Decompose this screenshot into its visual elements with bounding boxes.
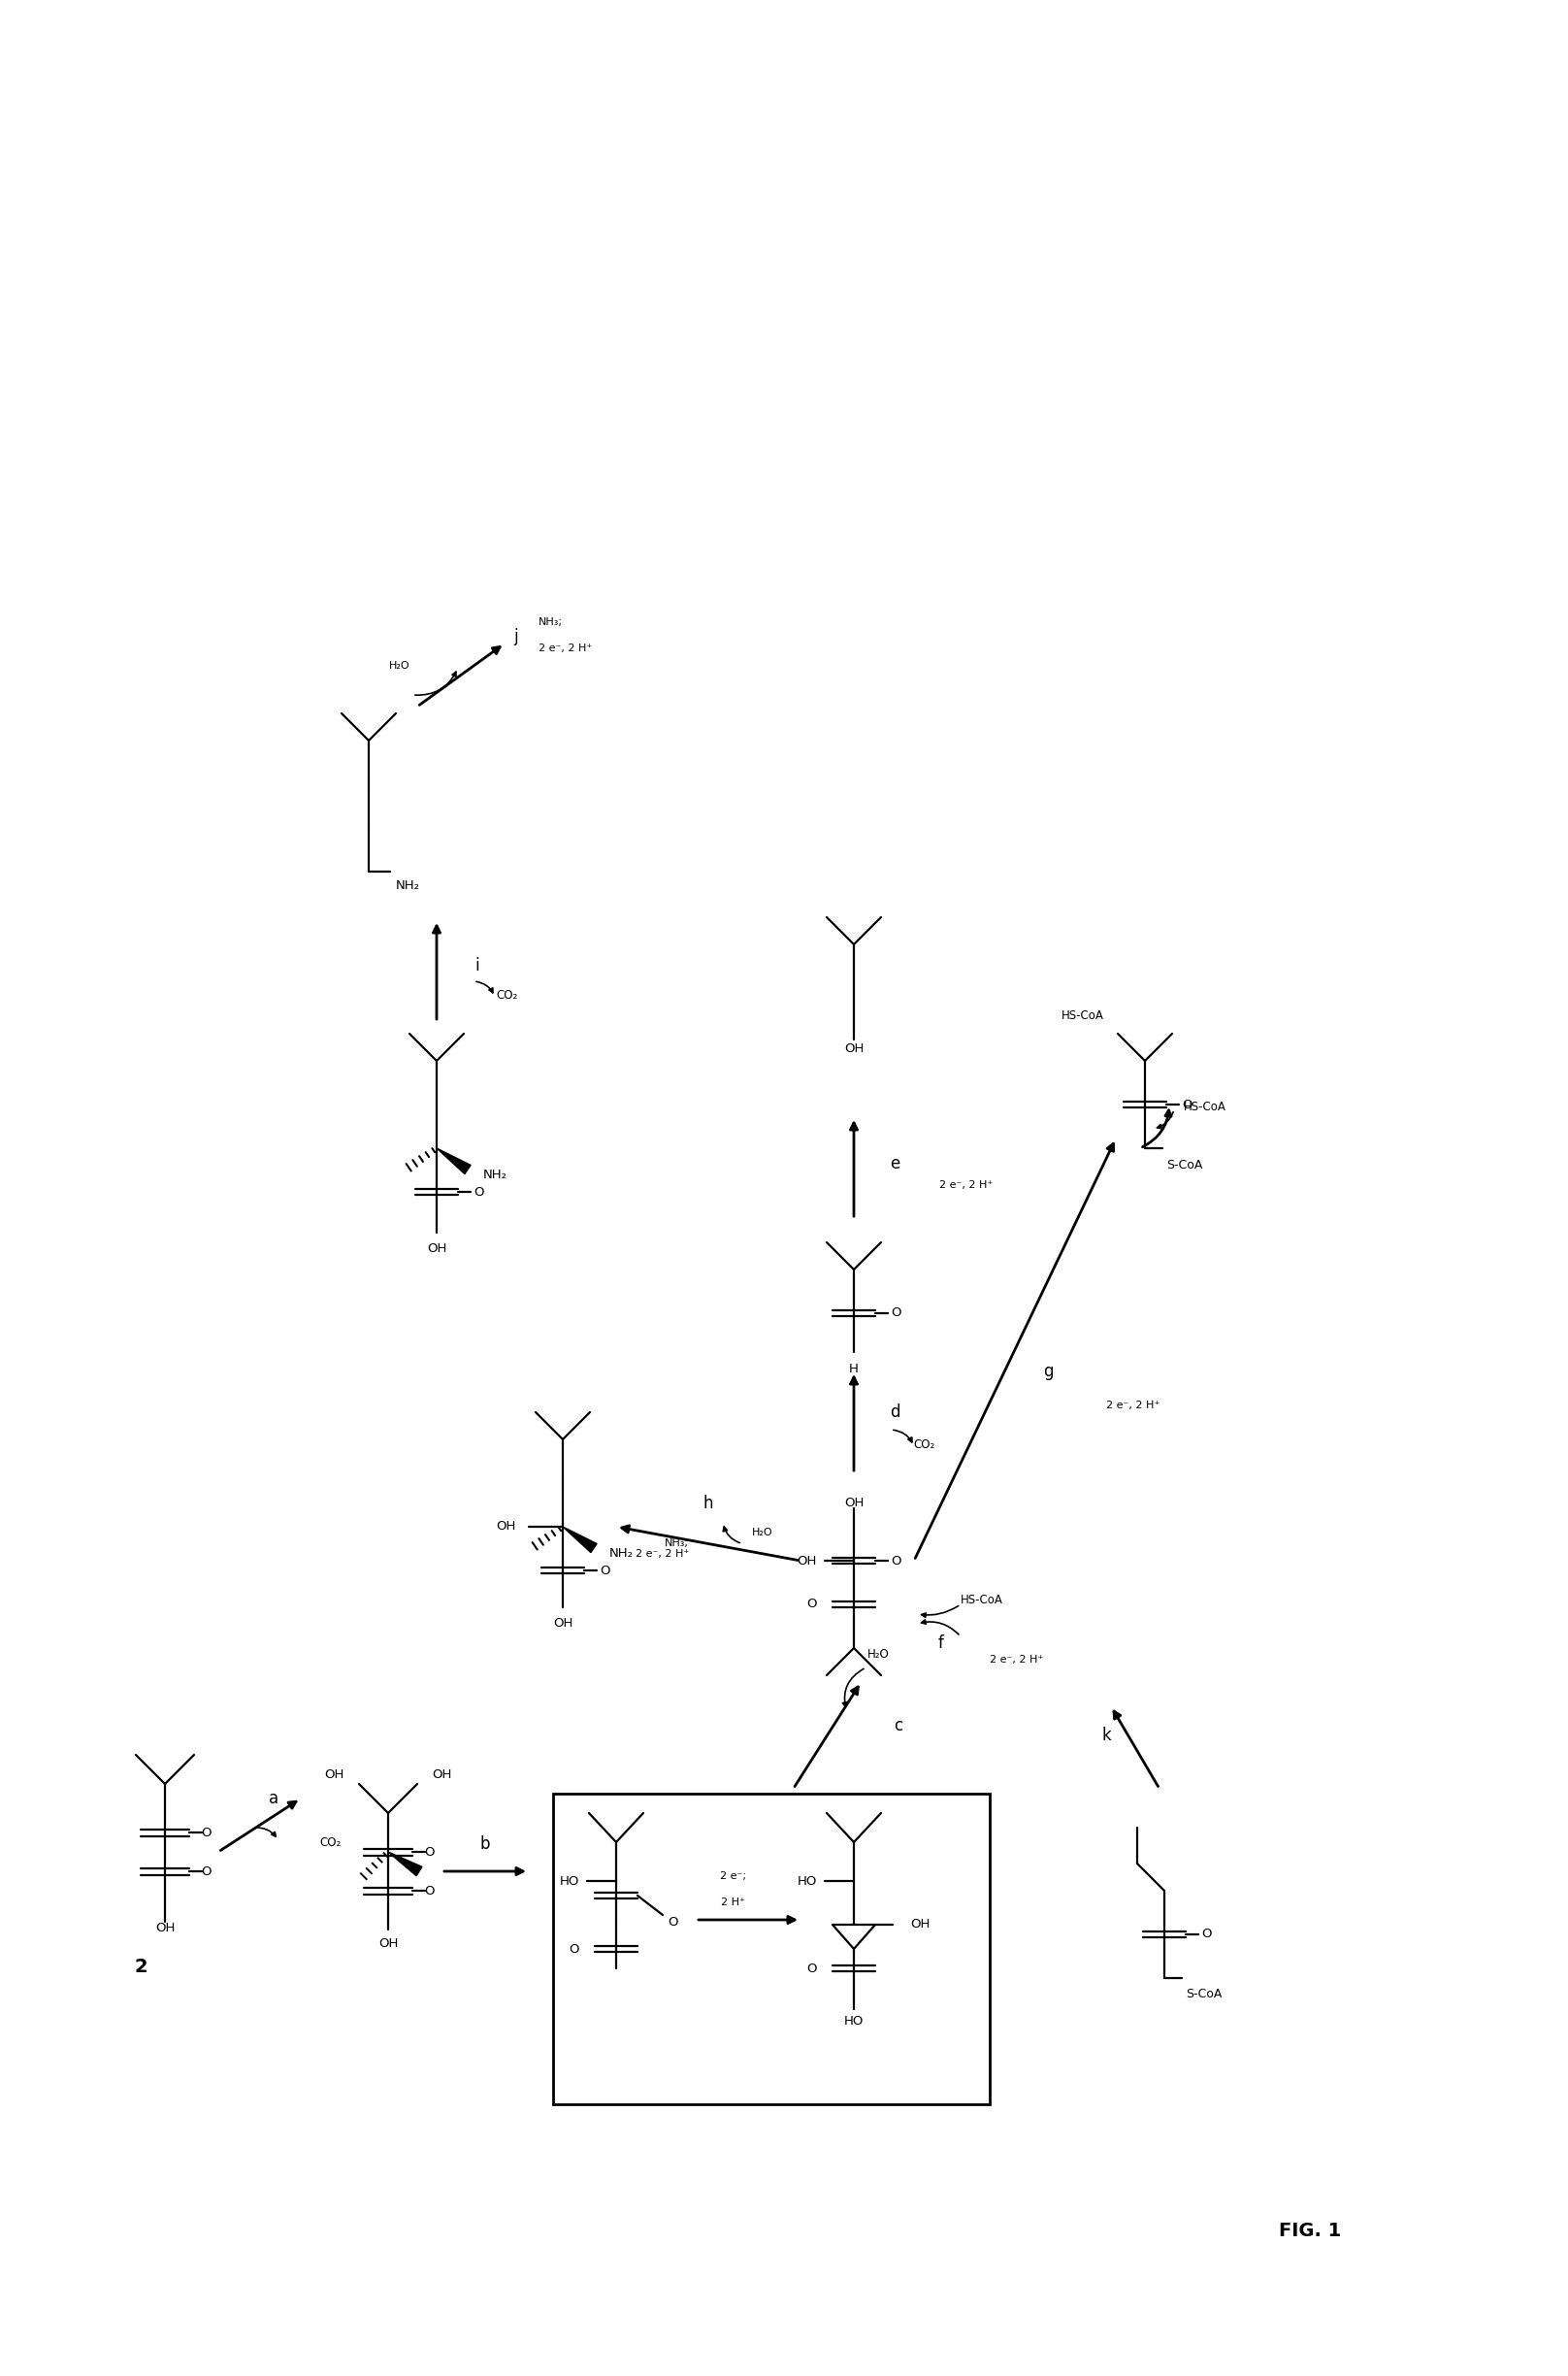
Text: O: O bbox=[891, 1554, 902, 1568]
Text: e: e bbox=[889, 1155, 900, 1171]
Text: NH₃;
2 e⁻, 2 H⁺: NH₃; 2 e⁻, 2 H⁺ bbox=[635, 1537, 688, 1559]
Text: NH₂: NH₂ bbox=[610, 1547, 633, 1559]
Text: h: h bbox=[702, 1495, 713, 1511]
Text: CO₂: CO₂ bbox=[913, 1437, 935, 1449]
Text: CO₂: CO₂ bbox=[495, 988, 517, 1000]
Text: O: O bbox=[808, 1963, 817, 1974]
Text: OH: OH bbox=[554, 1618, 572, 1630]
Text: f: f bbox=[938, 1635, 944, 1651]
Text: NH₂: NH₂ bbox=[483, 1169, 508, 1181]
Text: HO: HO bbox=[844, 2015, 864, 2029]
Text: OH: OH bbox=[497, 1521, 516, 1533]
Text: OH: OH bbox=[155, 1922, 176, 1934]
Text: H₂O: H₂O bbox=[867, 1649, 889, 1661]
Text: HO: HO bbox=[560, 1875, 579, 1887]
Polygon shape bbox=[389, 1851, 422, 1875]
Text: HO: HO bbox=[797, 1875, 817, 1887]
Text: d: d bbox=[889, 1404, 900, 1421]
Text: H: H bbox=[848, 1361, 859, 1376]
Text: O: O bbox=[423, 1846, 434, 1858]
Text: k: k bbox=[1101, 1727, 1110, 1744]
Text: NH₂: NH₂ bbox=[395, 879, 420, 893]
Text: OH: OH bbox=[426, 1243, 447, 1255]
Text: 2 e⁻, 2 H⁺: 2 e⁻, 2 H⁺ bbox=[989, 1654, 1043, 1666]
Text: O: O bbox=[201, 1865, 210, 1877]
Text: c: c bbox=[894, 1718, 903, 1734]
Text: S-CoA: S-CoA bbox=[1167, 1159, 1203, 1171]
Text: O: O bbox=[569, 1944, 579, 1955]
Text: OH: OH bbox=[431, 1768, 452, 1780]
Text: O: O bbox=[1201, 1927, 1212, 1941]
Polygon shape bbox=[436, 1148, 470, 1174]
Text: O: O bbox=[668, 1915, 677, 1927]
Text: HS-CoA: HS-CoA bbox=[961, 1594, 1004, 1606]
Bar bbox=[554, 1794, 989, 2105]
Text: HS-CoA: HS-CoA bbox=[1184, 1100, 1226, 1112]
Text: OH: OH bbox=[909, 1917, 930, 1932]
Text: OH: OH bbox=[797, 1554, 817, 1568]
Text: O: O bbox=[474, 1186, 483, 1198]
Text: j: j bbox=[514, 627, 519, 646]
Text: 2: 2 bbox=[135, 1958, 147, 1974]
Text: i: i bbox=[475, 958, 480, 974]
Text: S-CoA: S-CoA bbox=[1185, 1989, 1221, 2001]
Text: 2 e⁻;: 2 e⁻; bbox=[720, 1872, 746, 1882]
Polygon shape bbox=[563, 1528, 597, 1552]
Text: OH: OH bbox=[378, 1939, 398, 1951]
Text: H₂O: H₂O bbox=[389, 661, 411, 670]
Text: O: O bbox=[599, 1563, 610, 1578]
Text: FIG. 1: FIG. 1 bbox=[1279, 2222, 1341, 2241]
Text: 2 e⁻, 2 H⁺: 2 e⁻, 2 H⁺ bbox=[939, 1181, 993, 1190]
Text: 2 e⁻, 2 H⁺: 2 e⁻, 2 H⁺ bbox=[538, 644, 593, 653]
Text: g: g bbox=[1043, 1364, 1054, 1380]
Text: CO₂: CO₂ bbox=[320, 1837, 340, 1849]
Text: O: O bbox=[808, 1599, 817, 1611]
Text: O: O bbox=[423, 1884, 434, 1896]
Text: HS-CoA: HS-CoA bbox=[1062, 1010, 1104, 1022]
Text: OH: OH bbox=[844, 1043, 864, 1055]
Text: OH: OH bbox=[844, 1497, 864, 1509]
Text: OH: OH bbox=[325, 1768, 345, 1780]
Text: O: O bbox=[1182, 1098, 1192, 1112]
Text: NH₃;: NH₃; bbox=[538, 618, 563, 627]
Text: b: b bbox=[480, 1834, 491, 1853]
Text: 2 e⁻, 2 H⁺: 2 e⁻, 2 H⁺ bbox=[1105, 1399, 1160, 1411]
Text: H₂O: H₂O bbox=[753, 1528, 773, 1537]
Text: O: O bbox=[201, 1827, 210, 1839]
Text: O: O bbox=[891, 1307, 902, 1319]
Text: a: a bbox=[270, 1789, 279, 1806]
Text: 2 H⁺: 2 H⁺ bbox=[721, 1898, 745, 1908]
